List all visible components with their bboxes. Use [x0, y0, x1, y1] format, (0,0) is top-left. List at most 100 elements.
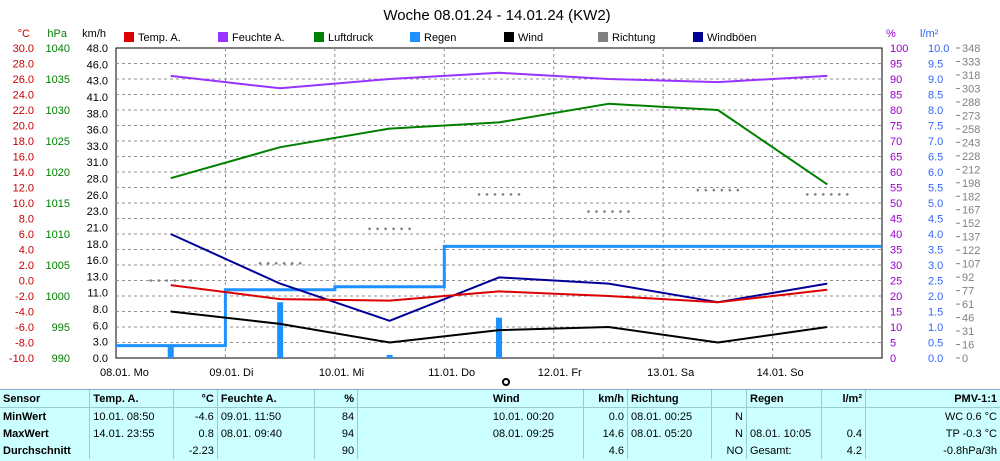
- direction-tick-label: 31: [962, 326, 974, 338]
- temp-tick-label: 6.0: [19, 229, 34, 241]
- pressure-tick-label: 1035: [46, 74, 70, 86]
- humidity-tick-label: 5: [890, 338, 896, 350]
- stats-row-average: Durchschnitt -2.23 90 4.6 NO Gesamt: 4.2…: [0, 442, 1000, 459]
- temp-tick-label: 24.0: [13, 90, 34, 102]
- humidity-tick-label: 40: [890, 229, 902, 241]
- humidity-tick-label: 75: [890, 121, 902, 133]
- series-richtung-point: [149, 279, 153, 282]
- rain-tick-label: 4.0: [928, 229, 943, 241]
- humidity-tick-label: 35: [890, 245, 902, 257]
- stats-header-cell: Regen: [746, 390, 823, 408]
- humidity-tick-label: 60: [890, 167, 902, 179]
- series-richtung-point: [290, 261, 294, 265]
- stats-cell: NO: [711, 442, 748, 459]
- stats-cell: -2.23: [173, 442, 218, 459]
- stats-cell: 84: [314, 407, 359, 425]
- stats-cell: [746, 407, 823, 425]
- rain-tick-label: 1.5: [928, 307, 943, 319]
- legend-label: Richtung: [612, 32, 655, 44]
- stats-cell: 4.2: [821, 442, 866, 459]
- temp-tick-label: 18.0: [13, 136, 34, 148]
- series-richtung-point: [258, 261, 262, 265]
- rain-tick-label: 7.5: [928, 121, 943, 133]
- humidity-tick-label: 15: [890, 307, 902, 319]
- temp-tick-label: 4.0: [19, 245, 34, 257]
- rain-unit: l/m²: [920, 28, 939, 40]
- rain-tick-label: 8.5: [928, 90, 943, 102]
- stats-cell: [627, 442, 712, 459]
- stats-cell: Gesamt:: [746, 442, 823, 459]
- humidity-tick-label: 85: [890, 90, 902, 102]
- direction-tick-label: 273: [962, 110, 980, 122]
- rain-tick-label: 0.5: [928, 338, 943, 350]
- direction-tick-label: 77: [962, 286, 974, 298]
- wind-tick-label: 3.0: [93, 337, 108, 349]
- humidity-tick-label: 90: [890, 74, 902, 86]
- direction-tick-label: 137: [962, 232, 980, 244]
- legend-label: Feuchte A.: [232, 32, 285, 44]
- pressure-tick-label: 1020: [46, 167, 70, 179]
- stats-cell: N: [711, 407, 748, 425]
- rain-bar: [167, 345, 174, 358]
- series-richtung-point: [477, 193, 481, 196]
- temp-tick-label: 20.0: [13, 121, 34, 133]
- direction-tick-label: 333: [962, 56, 980, 68]
- wind-tick-label: 38.0: [87, 108, 108, 120]
- temp-tick-label: 30.0: [13, 43, 34, 55]
- axis-units: °C hPa km/h% l/m²: [18, 28, 939, 40]
- legend-swatch: [218, 32, 228, 42]
- direction-tick-label: 16: [962, 340, 974, 352]
- series-richtung-point: [712, 188, 716, 192]
- rain-bars: [167, 302, 502, 358]
- direction-tick-label: 46: [962, 313, 974, 325]
- stats-cell: 0.4: [821, 425, 866, 442]
- rain-bar: [277, 302, 284, 358]
- humidity-tick-label: 0: [890, 353, 896, 365]
- wind-tick-label: 48.0: [87, 43, 108, 55]
- stats-cell: 94: [314, 425, 359, 442]
- direction-tick-label: 303: [962, 83, 980, 95]
- temp-tick-label: 22.0: [13, 105, 34, 117]
- stats-cell: 0.8: [173, 425, 218, 442]
- weather-chart: Woche 08.01.24 - 14.01.24 (KW2) Temp. A.…: [8, 7, 981, 386]
- day-label: 12.01. Fr: [538, 367, 582, 379]
- series-richtung-point: [821, 193, 825, 196]
- legend-swatch: [314, 32, 324, 42]
- wind-unit: km/h: [82, 28, 106, 40]
- rain-tick-label: 5.5: [928, 183, 943, 195]
- series-richtung-point: [298, 261, 302, 265]
- humidity-unit: %: [886, 28, 896, 40]
- stats-cell: 4.6: [583, 442, 628, 459]
- series-richtung-point: [266, 261, 270, 265]
- temp-tick-label: 14.0: [13, 167, 34, 179]
- temp-tick-label: 12.0: [13, 183, 34, 195]
- series-richtung-point: [696, 188, 700, 192]
- pressure-tick-label: 1005: [46, 260, 70, 272]
- temp-tick-label: -10.0: [9, 353, 34, 365]
- pressure-tick-label: 1000: [46, 291, 70, 303]
- humidity-tick-label: 55: [890, 183, 902, 195]
- direction-tick-label: 348: [962, 43, 980, 55]
- series-richtung-point: [720, 188, 724, 192]
- rain-tick-label: 9.5: [928, 59, 943, 71]
- wind-tick-label: 23.0: [87, 206, 108, 218]
- rain-tick-label: 5.0: [928, 198, 943, 210]
- temp-tick-label: 16.0: [13, 152, 34, 164]
- stats-cell: 08.01. 10:05: [746, 425, 823, 442]
- series-richtung-point: [274, 261, 278, 265]
- temp-tick-label: 0.0: [19, 276, 34, 288]
- series-richtung-point: [736, 188, 740, 192]
- series-richtung-point: [165, 279, 169, 282]
- series-richtung-point: [485, 193, 489, 196]
- humidity-tick-label: 10: [890, 322, 902, 334]
- pressure-tick-label: 1030: [46, 105, 70, 117]
- series-richtung-point: [189, 279, 193, 282]
- legend-label: Temp. A.: [138, 32, 181, 44]
- temp-tick-label: 8.0: [19, 214, 34, 226]
- legend-swatch: [598, 32, 608, 42]
- legend-swatch: [504, 32, 514, 42]
- series-richtung-point: [517, 193, 521, 196]
- stats-header-row: Sensor Temp. A. °C Feuchte A. % Wind km/…: [0, 390, 1000, 408]
- day-label: 13.01. Sa: [647, 367, 695, 379]
- series-richtung-point: [845, 193, 849, 196]
